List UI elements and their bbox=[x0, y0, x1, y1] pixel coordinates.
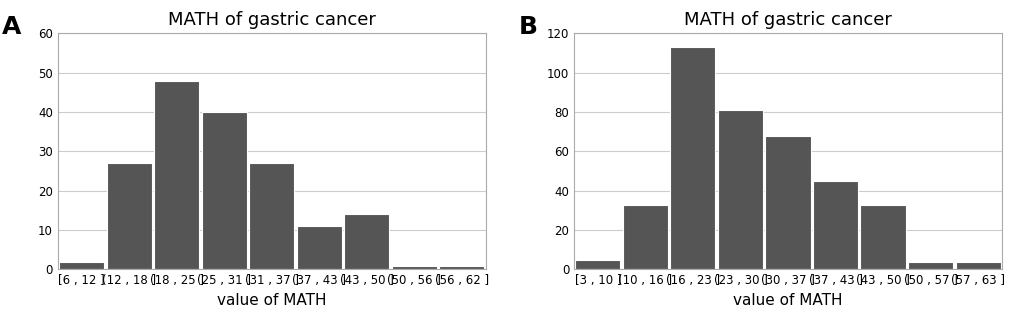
Bar bbox=[59, 262, 104, 270]
Bar bbox=[202, 112, 247, 270]
Bar bbox=[623, 204, 667, 270]
Bar bbox=[717, 110, 762, 270]
Bar bbox=[439, 265, 484, 270]
Bar bbox=[106, 163, 152, 270]
Title: MATH of gastric cancer: MATH of gastric cancer bbox=[167, 11, 375, 29]
Text: A: A bbox=[2, 15, 21, 39]
Bar bbox=[297, 226, 341, 270]
X-axis label: value of MATH: value of MATH bbox=[217, 293, 326, 308]
X-axis label: value of MATH: value of MATH bbox=[733, 293, 842, 308]
Bar bbox=[812, 181, 857, 270]
Bar bbox=[907, 262, 952, 270]
Bar bbox=[391, 265, 436, 270]
Bar bbox=[343, 214, 389, 270]
Title: MATH of gastric cancer: MATH of gastric cancer bbox=[684, 11, 891, 29]
Bar bbox=[669, 47, 714, 270]
Bar bbox=[955, 262, 1000, 270]
Bar bbox=[764, 136, 810, 270]
Bar bbox=[154, 81, 199, 270]
Bar bbox=[860, 204, 905, 270]
Bar bbox=[249, 163, 294, 270]
Bar bbox=[575, 260, 620, 270]
Text: B: B bbox=[518, 15, 537, 39]
